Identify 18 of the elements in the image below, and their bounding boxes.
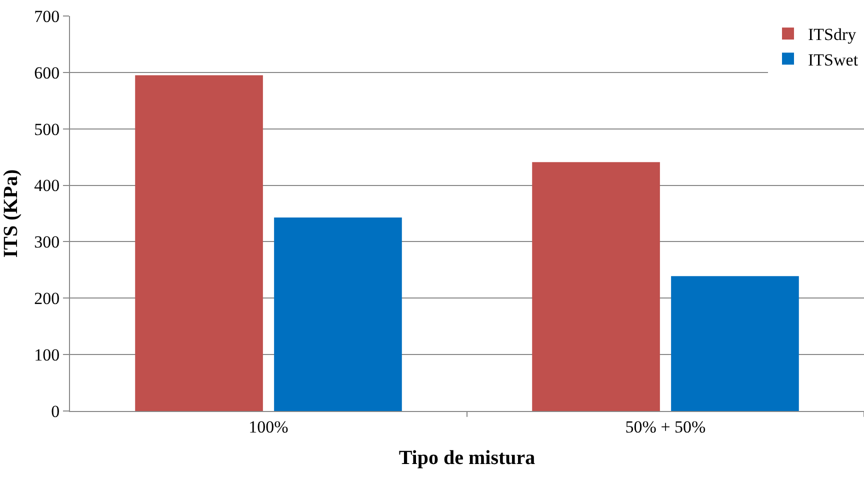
bar bbox=[671, 276, 799, 411]
y-tick-label: 600 bbox=[34, 63, 60, 82]
bar bbox=[274, 217, 402, 411]
y-tick-label: 0 bbox=[51, 402, 60, 421]
x-tick-label: 100% bbox=[248, 417, 288, 436]
y-tick-label: 400 bbox=[34, 176, 60, 196]
legend-label: ITSwet bbox=[808, 50, 858, 70]
legend-label: ITSdry bbox=[808, 25, 857, 44]
bar bbox=[532, 162, 660, 411]
bar bbox=[135, 75, 263, 411]
y-tick-label: 700 bbox=[34, 6, 60, 26]
y-tick-label: 500 bbox=[34, 120, 60, 139]
y-tick-label: 300 bbox=[34, 232, 60, 252]
y-tick-label: 200 bbox=[34, 289, 60, 308]
y-axis-title: ITS (KPa) bbox=[0, 169, 22, 258]
y-tick-label: 100 bbox=[34, 346, 60, 365]
x-tick-label: 50% + 50% bbox=[625, 417, 706, 436]
x-axis-title: Tipo de mistura bbox=[398, 446, 536, 469]
